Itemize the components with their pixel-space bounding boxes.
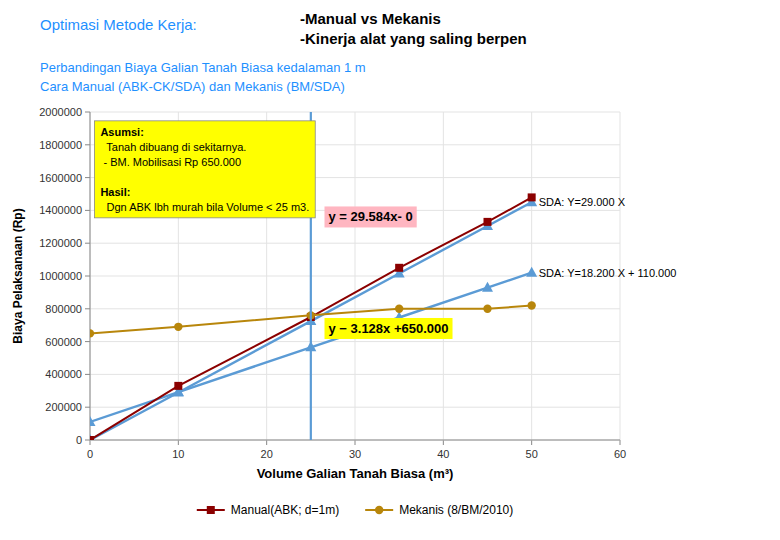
tick [85,341,90,342]
note-title: Hasil: [100,186,130,198]
title: -Manual vs Mekanis [300,10,441,27]
note-text: Dgn ABK lbh murah bila Volume < 25 m3. [100,201,309,213]
note-text: - BM. Mobilisasi Rp 650.000 [100,156,241,168]
plot-area [90,112,537,440]
x-axis-line [90,440,620,441]
point [90,436,94,440]
point [482,282,493,292]
tick-label: 50 [526,448,538,460]
grid-line [90,243,620,244]
tick-label: 200000 [45,401,82,413]
chart: Optimasi Metode Kerja: -Manual vs Mekanis… [0,0,780,540]
equation: y − 3.128x +650.000 [329,321,449,336]
series [90,267,537,426]
annotation: SDA: Y=29.000 X [539,196,626,208]
point [484,218,492,226]
tick-label: 1600000 [39,172,82,184]
y-axis-line [90,112,91,440]
tick-label: 1800000 [39,139,82,151]
tick [85,144,90,145]
point [395,305,403,313]
legend-label: Mekanis (8/BM/2010) [399,503,513,517]
series [90,193,536,440]
note-title: Asumsi: [100,126,143,138]
tick [620,440,621,445]
tick-label: 0 [76,434,82,446]
note-text: Tanah dibuang di sekitarnya. [100,141,246,153]
tick [443,440,444,445]
tick [178,440,179,445]
point [528,193,536,201]
point [526,267,537,277]
legend: Manual(ABK; d=1m) Mekanis (8/BM/2010) [197,503,513,517]
tick [266,440,267,445]
annotations: SDA: Y=29.000 X SDA: Y=18.200 X + 110.000… [94,121,676,339]
point [527,301,535,309]
equation-label: y = 29.584x- 0 [325,206,417,227]
tick [90,440,91,445]
equation: y = 29.584x- 0 [329,209,413,224]
note: Asumsi: Tanah dibuang di sekitarnya. - B… [94,121,315,218]
tick-label: 1400000 [39,204,82,216]
point [174,382,182,390]
grid-line [90,112,91,440]
legend-marker [207,506,215,514]
note-box [94,121,315,218]
point [174,323,182,331]
x-axis-label: Volume Galian Tanah Biasa (m³) [257,466,454,481]
legend-label: Manual(ABK; d=1m) [231,503,339,517]
tick-label: 40 [437,448,449,460]
grid-line [90,341,620,342]
subtitle: Perbandingan Biaya Galian Tanah Biasa ke… [40,60,366,75]
grid-line [90,374,620,375]
tick-label: 30 [349,448,361,460]
tick [85,407,90,408]
series [90,196,537,440]
tick-label: 400000 [45,368,82,380]
tick-label: 20 [261,448,273,460]
tick-label: 1200000 [39,237,82,249]
legend-item: Mekanis (8/BM/2010) [365,503,513,517]
tick [85,243,90,244]
equation-box [325,318,453,339]
tick-label: 800000 [45,303,82,315]
tick [85,374,90,375]
series [90,301,536,337]
grid-line [90,440,620,441]
point [90,329,94,337]
tick [531,440,532,445]
tick [85,177,90,178]
point [90,416,96,426]
tick-label: 2000000 [39,106,82,118]
point [483,305,491,313]
tick-label: 60 [614,448,626,460]
equation-box [325,206,417,227]
title: -Kinerja alat yang saling berpen [300,30,527,47]
tick [85,440,90,441]
title: Optimasi Metode Kerja: [40,16,197,33]
grid-line [90,407,620,408]
grid-line [90,112,620,113]
tick [355,440,356,445]
annotation: SDA: Y=18.200 X + 110.000 [539,267,677,279]
tick-label: 0 [87,448,93,460]
tick [85,276,90,277]
y-axis-label: Biaya Pelaksanaan (Rp) [11,208,25,343]
legend-item: Manual(ABK; d=1m) [197,503,339,517]
tick [85,308,90,309]
tick-label: 1000000 [39,270,82,282]
legend-marker [375,506,383,514]
equation-label: y − 3.128x +650.000 [325,318,453,339]
subtitle: Cara Manual (ABK-CK/SDA) dan Mekanis (BM… [40,79,345,94]
tick [85,112,90,113]
grid-line [90,308,620,309]
axes: 0 10 20 30 40 50 60 0 200000 400000 600000 800000 10… [39,106,626,460]
tick-label: 10 [172,448,184,460]
tick [85,210,90,211]
tick-label: 600000 [45,336,82,348]
point [395,264,403,272]
